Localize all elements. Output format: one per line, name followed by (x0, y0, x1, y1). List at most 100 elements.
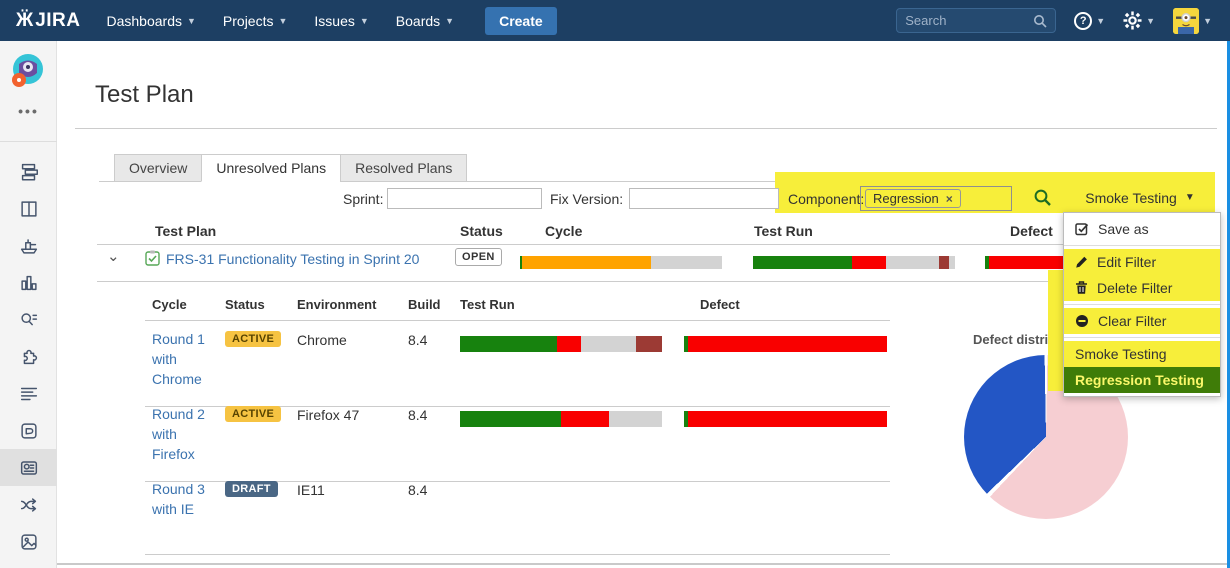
global-search[interactable] (896, 8, 1057, 33)
nav-dashboards[interactable]: Dashboards ▼ (106, 12, 196, 29)
project-avatar[interactable] (8, 51, 48, 91)
menu-item-delete-filter[interactable]: Delete Filter (1064, 275, 1220, 301)
caret-down-icon: ▼ (1184, 192, 1195, 203)
defect-progress-bar (684, 336, 887, 352)
bar-segment-orange (522, 256, 652, 269)
bar-segment-green (684, 411, 689, 427)
bar-segment-red (851, 256, 887, 269)
subcol-defect: Defect (700, 297, 740, 312)
expand-chevron-icon[interactable]: ⌄ (107, 248, 120, 265)
project-sidebar: ••• (0, 41, 57, 568)
bottom-divider (57, 563, 1230, 565)
settings-menu[interactable]: ▼ (1123, 11, 1155, 30)
annotation-highlight (775, 172, 1215, 213)
test-run-progress-bar (753, 256, 955, 269)
row-divider (97, 281, 1213, 282)
sidebar-workflow-icon[interactable] (0, 486, 57, 523)
search-input[interactable] (905, 13, 1034, 28)
sidebar-addons-icon[interactable] (0, 338, 57, 375)
subcol-environment: Environment (297, 297, 377, 312)
menu-item-label: Edit Filter (1097, 254, 1157, 270)
menu-item-label: Delete Filter (1097, 280, 1173, 296)
cycle-link[interactable]: Round 3 with IE (152, 481, 205, 517)
bar-segment-green (520, 256, 523, 269)
sidebar-releases-icon[interactable] (0, 227, 57, 264)
bar-segment-gray (948, 256, 955, 269)
jira-logo-icon: Ӝ (16, 10, 34, 31)
search-icon (1034, 14, 1047, 28)
sidebar-reports-icon[interactable] (0, 264, 57, 301)
caret-down-icon: ▼ (359, 15, 369, 26)
nav-projects[interactable]: Projects ▼ (222, 12, 288, 29)
tab-overview[interactable]: Overview (114, 154, 203, 182)
tab-underline (99, 181, 1214, 182)
sprint-input[interactable] (387, 188, 542, 209)
sidebar-tests-icon[interactable] (0, 449, 57, 486)
menu-item-save-as[interactable]: Save as (1064, 216, 1220, 242)
fix-version-label: Fix Version: (550, 191, 624, 207)
col-test-plan: Test Plan (155, 223, 217, 239)
top-nav: Ӝ JIRA Dashboards ▼ Projects ▼ Issues ▼ Boa… (0, 0, 1230, 41)
apply-filter-search-icon[interactable] (1033, 188, 1052, 212)
col-cycle: Cycle (545, 223, 583, 239)
annotation-highlight (1048, 270, 1064, 391)
caret-down-icon: ▼ (186, 15, 196, 26)
saved-filter-dropdown-menu: Save as Edit Filter Delete Filter Clear Fil… (1063, 212, 1221, 397)
bar-segment-red (688, 411, 887, 427)
fix-version-input[interactable] (629, 188, 779, 209)
col-defect: Defect (1010, 223, 1053, 239)
help-menu[interactable]: ? ▼ (1074, 11, 1106, 30)
remove-chip-icon[interactable]: × (945, 191, 953, 206)
test-run-progress-bar (460, 411, 662, 427)
jira-logo[interactable]: Ӝ JIRA (16, 10, 80, 32)
menu-item-clear-filter[interactable]: Clear Filter (1064, 308, 1220, 334)
checkbox-icon (1075, 222, 1089, 236)
status-badge-active: ACTIVE (225, 331, 282, 347)
test-plan-link[interactable]: FRS-31 Functionality Testing in Sprint 2… (166, 251, 420, 267)
sidebar-summary-icon[interactable] (0, 375, 57, 412)
row-divider (145, 406, 890, 407)
bar-segment-green (684, 336, 689, 352)
build-cell: 8.4 (408, 332, 428, 348)
bar-segment-green (753, 256, 852, 269)
nav-issues[interactable]: Issues ▼ (314, 12, 369, 29)
cycle-link[interactable]: Round 2 with Firefox (152, 406, 205, 462)
more-icon[interactable]: ••• (18, 103, 39, 119)
saved-filter-dropdown-button[interactable]: Smoke Testing ▼ (1085, 189, 1195, 206)
menu-item-label: Regression Testing (1075, 372, 1204, 388)
sidebar-backlog-icon[interactable] (0, 153, 57, 190)
caret-down-icon: ▼ (1096, 15, 1106, 26)
menu-item-label: Clear Filter (1098, 313, 1167, 329)
bar-segment-gray (886, 256, 939, 269)
environment-cell: IE11 (297, 482, 325, 498)
cycle-progress-bar (520, 256, 722, 269)
sidebar-pages-icon[interactable] (0, 412, 57, 449)
jira-logo-text: JIRA (35, 9, 81, 31)
tab-resolved-plans[interactable]: Resolved Plans (340, 154, 468, 182)
component-input[interactable]: Regression × (860, 186, 1012, 211)
sidebar-search-issues-icon[interactable] (0, 301, 57, 338)
nav-boards[interactable]: Boards ▼ (395, 12, 455, 29)
menu-divider (1064, 337, 1220, 338)
sidebar-board-icon[interactable] (0, 190, 57, 227)
build-cell: 8.4 (408, 482, 428, 498)
caret-down-icon: ▼ (278, 15, 288, 26)
sidebar-media-icon[interactable] (0, 523, 57, 560)
cycle-link[interactable]: Round 1 with Chrome (152, 331, 205, 387)
help-icon: ? (1074, 11, 1093, 30)
bar-segment-red (561, 411, 610, 427)
environment-cell: Chrome (297, 332, 347, 348)
menu-item-regression-testing[interactable]: Regression Testing (1064, 367, 1220, 393)
user-menu[interactable]: ▼ (1173, 7, 1212, 34)
caret-down-icon: ▼ (1203, 15, 1212, 26)
col-test-run: Test Run (754, 223, 813, 239)
subtable-header-divider (145, 320, 890, 321)
menu-item-edit-filter[interactable]: Edit Filter (1064, 249, 1220, 275)
bar-segment-gray (609, 411, 662, 427)
status-badge-open: OPEN (455, 248, 502, 266)
tab-unresolved-plans[interactable]: Unresolved Plans (201, 154, 342, 182)
window-edge-highlight (1227, 41, 1230, 568)
build-cell: 8.4 (408, 407, 428, 423)
menu-item-smoke-testing[interactable]: Smoke Testing (1064, 341, 1220, 367)
create-button[interactable]: Create (485, 6, 557, 35)
